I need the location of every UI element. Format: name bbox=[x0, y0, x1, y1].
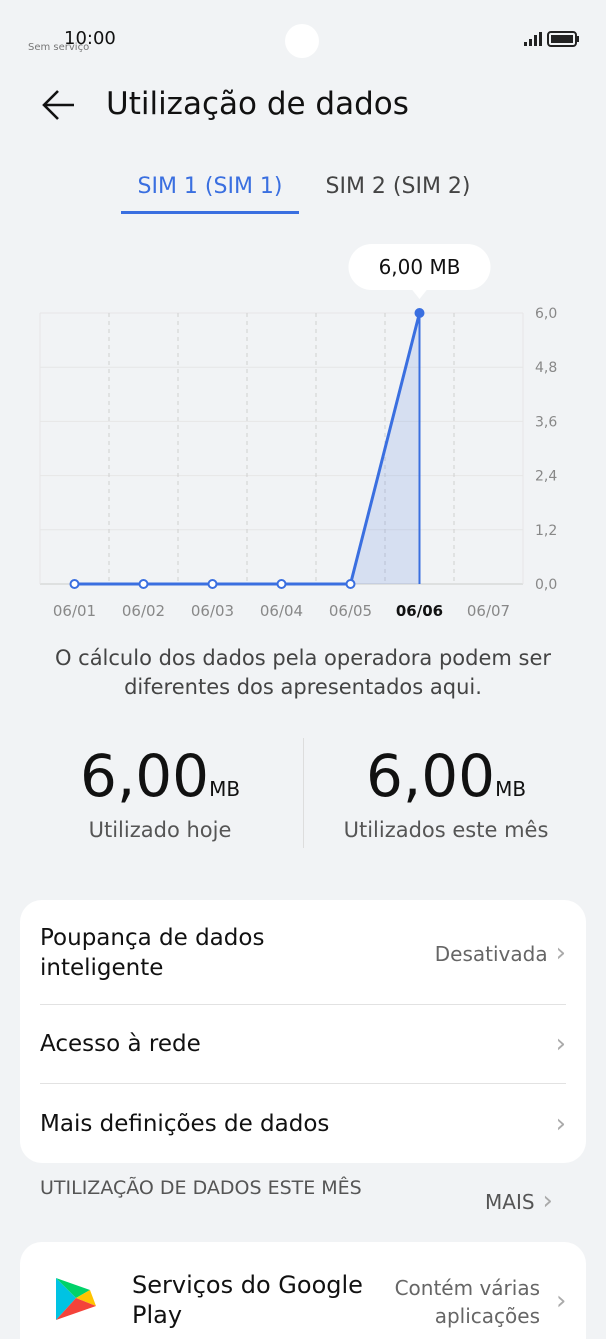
x-tick-label: 06/04 bbox=[260, 602, 303, 620]
y-tick-label: 0,0 bbox=[535, 577, 557, 593]
setting-row[interactable]: Mais definições de dados › bbox=[40, 1109, 566, 1139]
line bbox=[74, 312, 421, 586]
stat-value: 6,00 bbox=[79, 742, 210, 810]
page-title: Utilização de dados bbox=[106, 86, 409, 122]
setting-label: Poupança de dados inteligente bbox=[40, 925, 265, 981]
stat-label: Utilizados este mês bbox=[343, 818, 549, 842]
x-tick-label: 06/03 bbox=[191, 602, 234, 620]
stat-unit: MB bbox=[209, 777, 241, 801]
status-icons bbox=[524, 31, 579, 47]
section-title: UTILIZAÇÃO DE DADOS ESTE MÊS bbox=[40, 1177, 362, 1199]
stat: 6,00MB bbox=[0, 742, 320, 810]
x-tick-label: 06/07 bbox=[467, 602, 510, 620]
stat-value: 6,00 bbox=[365, 742, 496, 810]
setting-label: Acesso à rede bbox=[40, 1031, 201, 1057]
y-tick-label: 1,2 bbox=[535, 523, 557, 539]
y-tick-label: 6,0 bbox=[535, 306, 557, 322]
point bbox=[69, 579, 80, 589]
setting-label: Mais definições de dados bbox=[40, 1111, 330, 1137]
tab[interactable]: SIM 1 (SIM 1) bbox=[137, 174, 283, 199]
divider bbox=[303, 738, 304, 848]
stat-unit: MB bbox=[495, 777, 527, 801]
chart: 0,0 1,2 2,4 3,6 4,8 6,0 06/01 06/02 06/03 06/04 06… bbox=[39, 244, 557, 620]
y-tick-label: 2,4 bbox=[535, 469, 557, 485]
point bbox=[276, 579, 287, 589]
point bbox=[345, 579, 356, 589]
y-tick-label: 4,8 bbox=[535, 360, 557, 376]
x-tick-label: 06/02 bbox=[122, 602, 165, 620]
tab-indicator bbox=[121, 211, 299, 214]
tooltip-label: 6,00 MB bbox=[379, 255, 461, 279]
point bbox=[414, 308, 425, 318]
x-tick-label: 06/05 bbox=[329, 602, 372, 620]
setting-status: Desativada bbox=[434, 942, 548, 966]
carrier: Sem serviço bbox=[28, 42, 90, 53]
stat-label: Utilizado hoje bbox=[88, 818, 232, 842]
stat: 6,00MB bbox=[286, 742, 606, 810]
x-tick-label: 06/01 bbox=[53, 602, 96, 620]
more-link[interactable]: MAIS › bbox=[485, 1186, 553, 1216]
time: 10:00 bbox=[64, 28, 116, 49]
more-text: MAIS bbox=[485, 1190, 535, 1214]
tooltip-arrow bbox=[411, 289, 428, 299]
tooltip: 6,00 MB bbox=[348, 244, 491, 299]
setting-row[interactable]: Poupança de dados inteligente Desativada › bbox=[40, 925, 566, 981]
app-icon bbox=[56, 1278, 96, 1320]
note: O cálculo dos dados pela operadora podem… bbox=[54, 646, 552, 699]
y-tick-label: 3,6 bbox=[535, 414, 557, 430]
app-name: Serviços do Google Play bbox=[132, 1271, 363, 1329]
tooltip-box bbox=[348, 244, 491, 290]
app-detail: Contém várias aplicações bbox=[394, 1276, 540, 1328]
camera bbox=[285, 24, 319, 58]
tab[interactable]: SIM 2 (SIM 2) bbox=[325, 174, 471, 199]
point bbox=[138, 579, 149, 589]
setting-row[interactable]: Acesso à rede › bbox=[40, 1029, 566, 1059]
settings-card: Poupança de dados inteligente Desativada ›… bbox=[20, 900, 586, 1163]
app-card[interactable]: Serviços do Google Play Contém várias ap… bbox=[20, 1242, 586, 1339]
x-tick-label: 06/06 bbox=[396, 602, 443, 620]
back-button[interactable] bbox=[40, 86, 80, 126]
point bbox=[207, 579, 218, 589]
